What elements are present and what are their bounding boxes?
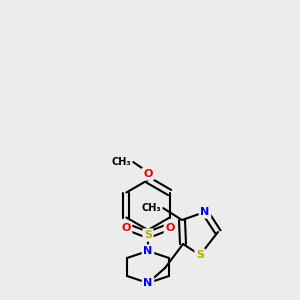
Text: CH₃: CH₃ — [141, 203, 161, 213]
Text: N: N — [143, 246, 153, 256]
Text: S: S — [196, 250, 204, 260]
Text: CH₃: CH₃ — [111, 157, 131, 167]
Text: O: O — [143, 169, 153, 179]
Text: O: O — [165, 223, 175, 233]
Text: N: N — [200, 207, 210, 217]
Text: S: S — [144, 230, 152, 240]
Text: O: O — [121, 223, 131, 233]
Text: N: N — [143, 278, 153, 288]
